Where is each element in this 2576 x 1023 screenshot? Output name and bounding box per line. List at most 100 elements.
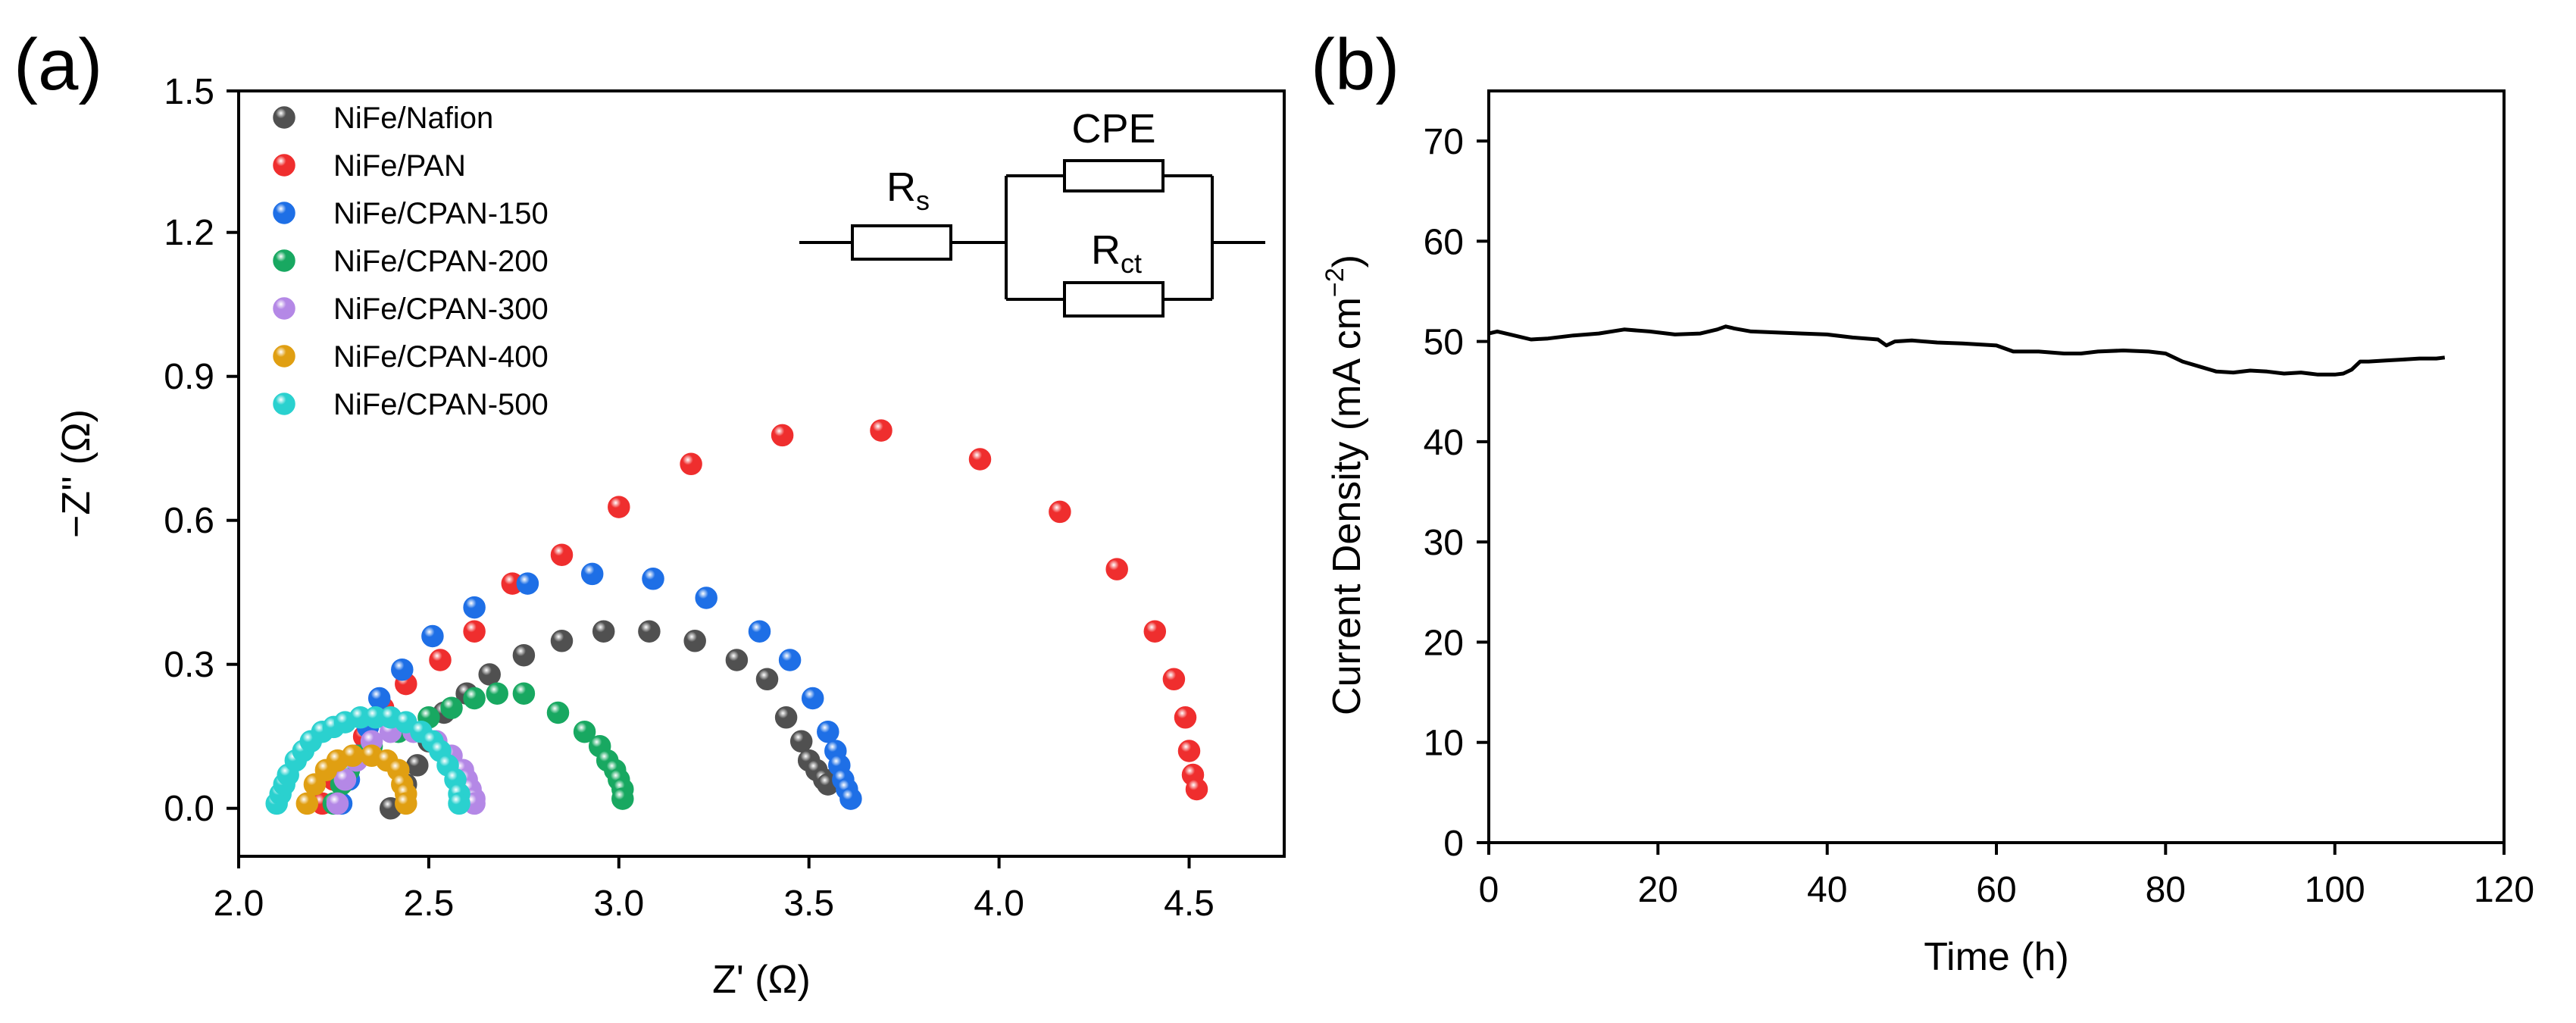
legend-label: NiFe/CPAN-300 (333, 293, 549, 326)
data-point (683, 630, 706, 652)
series-nife-nafion (379, 620, 839, 820)
panel-a-y-tick-label: 0.6 (164, 501, 214, 541)
panel-b-y-axis-title-close: ) (1325, 255, 1369, 267)
circuit-label-rs: Rs (886, 164, 930, 216)
data-point (573, 720, 596, 743)
data-point (608, 496, 630, 518)
panel-a-x-axis-title: Z' (Ω) (712, 958, 811, 1002)
panel-b-label: (b) (1311, 24, 1399, 105)
legend-marker (273, 154, 295, 177)
panel-a-data-markers (265, 419, 1208, 820)
legend-marker (273, 297, 295, 320)
data-point (778, 649, 802, 671)
data-point (295, 792, 319, 815)
data-point (748, 620, 771, 643)
data-point (341, 744, 364, 768)
data-point (695, 587, 717, 609)
panel-b-x-tick-label: 0 (1479, 870, 1499, 910)
legend-label: NiFe/CPAN-500 (333, 388, 549, 421)
legend-label: NiFe/CPAN-150 (333, 197, 549, 230)
panel-b-y-tick-label: 50 (1424, 323, 1464, 363)
legend-marker (273, 345, 295, 368)
data-point (1143, 620, 1167, 643)
data-point (968, 448, 992, 471)
series-nife-cpan-500 (265, 706, 470, 815)
panel-b-series-line (1488, 324, 2446, 377)
data-point (774, 706, 798, 729)
equivalent-circuit (799, 159, 1265, 318)
data-point (512, 682, 536, 705)
panel-a: (a) 0.0 0.3 0.6 0.9 1.2 1.5 2.0 (14, 24, 1286, 1002)
legend-label: NiFe/CPAN-400 (333, 340, 549, 374)
circuit-label-rct: Rct (1091, 227, 1142, 279)
data-point (755, 668, 779, 691)
data-point (546, 701, 570, 724)
panel-a-y-tick-label: 1.2 (164, 213, 214, 253)
data-point (1049, 500, 1071, 524)
data-point (395, 792, 417, 815)
panel-a-plot-frame (237, 89, 1286, 858)
data-point (367, 687, 391, 710)
panel-b-y-axis-title: Current Density (mA cm−2) (1321, 255, 1369, 715)
panel-b-y-tick-label: 10 (1424, 724, 1464, 764)
panel-b-y-tick-label: 20 (1424, 623, 1464, 663)
panel-b-x-tick-label: 120 (2474, 870, 2534, 910)
data-point (817, 720, 839, 743)
panel-a-x-axis: 2.0 2.5 3.0 3.5 4.0 4.5 (214, 856, 1215, 924)
panel-b: (b) 0 10 20 30 40 50 60 70 (1311, 24, 2534, 979)
circuit-resistor-rct (1063, 281, 1165, 318)
panel-a-x-tick-label: 3.0 (593, 884, 644, 924)
data-point (333, 768, 357, 791)
panel-b-x-tick-label: 80 (2146, 870, 2186, 910)
circuit-label-cpe: CPE (1071, 106, 1155, 152)
data-point (771, 424, 794, 447)
panel-a-y-tick-label: 0.0 (164, 789, 214, 829)
data-point (406, 754, 429, 777)
data-point (448, 792, 470, 815)
panel-a-y-tick-label: 1.5 (164, 72, 214, 112)
panel-b-x-tick-label: 100 (2305, 870, 2365, 910)
legend-marker (273, 106, 295, 129)
series-nife-cpan-400 (295, 744, 417, 815)
panel-b-x-tick-label: 20 (1638, 870, 1678, 910)
panel-b-x-tick-label: 40 (1807, 870, 1847, 910)
legend-label: NiFe/CPAN-200 (333, 245, 549, 278)
data-point (326, 792, 349, 815)
panel-a-label: (a) (14, 24, 102, 105)
data-point (638, 620, 661, 643)
panel-b-y-axis-title-sup: −2 (1321, 267, 1349, 297)
panel-b-y-tick-label: 40 (1424, 423, 1464, 463)
legend-marker (273, 249, 295, 272)
data-point (801, 687, 824, 710)
panel-b-y-tick-label: 0 (1443, 824, 1464, 864)
data-point (592, 620, 615, 643)
data-point (516, 572, 539, 595)
circuit-label-rct-sub: ct (1121, 248, 1142, 279)
panel-a-x-tick-label: 3.5 (783, 884, 834, 924)
panel-b-x-tick-label: 60 (1976, 870, 2016, 910)
data-point (839, 787, 862, 810)
legend-label: NiFe/PAN (333, 149, 466, 183)
data-point (550, 630, 574, 652)
panel-a-y-axis: 0.0 0.3 0.6 0.9 1.2 1.5 (164, 72, 239, 829)
panel-b-x-axis-title: Time (h) (1924, 935, 2069, 979)
legend-label: NiFe/Nafion (333, 102, 493, 135)
data-point (463, 596, 486, 619)
data-point (870, 419, 893, 442)
data-point (512, 643, 536, 667)
panel-a-x-tick-label: 2.0 (214, 884, 264, 924)
data-point (421, 624, 444, 648)
panel-b-y-tick-label: 30 (1424, 523, 1464, 563)
panel-b-x-axis: 0 20 40 60 80 100 120 (1479, 843, 2534, 910)
data-point (789, 730, 813, 753)
data-point (580, 562, 604, 586)
data-point (429, 649, 452, 671)
panel-a-x-tick-label: 2.5 (404, 884, 455, 924)
data-point (1174, 706, 1197, 729)
data-point (440, 696, 463, 719)
panel-a-y-tick-label: 0.3 (164, 645, 214, 685)
panel-a-x-tick-label: 4.0 (974, 884, 1024, 924)
circuit-resistor-rs (851, 224, 952, 261)
data-point (680, 452, 702, 476)
